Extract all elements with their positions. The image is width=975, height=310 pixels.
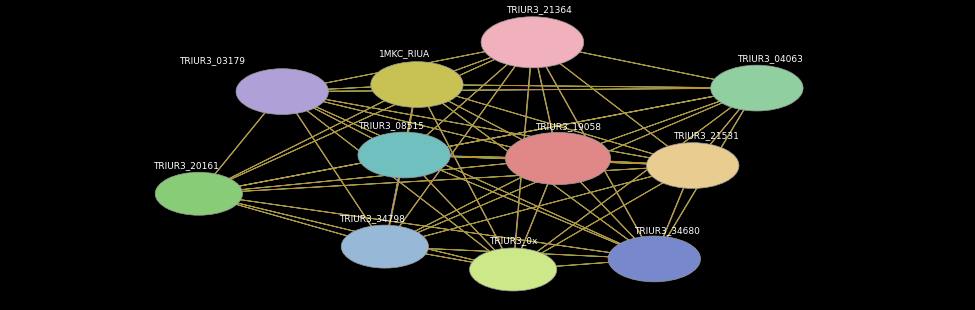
Ellipse shape	[608, 236, 700, 282]
Ellipse shape	[646, 143, 739, 188]
Text: 1MKC_RIUA: 1MKC_RIUA	[378, 49, 430, 58]
Text: TRIUR3_03179: TRIUR3_03179	[178, 56, 245, 65]
Text: TRIUR3_0x: TRIUR3_0x	[489, 237, 537, 246]
Text: TRIUR3_21364: TRIUR3_21364	[506, 5, 571, 14]
Text: TRIUR3_21531: TRIUR3_21531	[673, 131, 738, 140]
Ellipse shape	[155, 172, 243, 215]
Ellipse shape	[505, 132, 610, 184]
Ellipse shape	[358, 132, 450, 178]
Text: TRIUR3_34680: TRIUR3_34680	[634, 226, 700, 235]
Ellipse shape	[711, 65, 803, 111]
Text: TRIUR3_20161: TRIUR3_20161	[153, 161, 219, 170]
Ellipse shape	[470, 248, 557, 291]
Text: TRIUR3_08515: TRIUR3_08515	[358, 121, 424, 130]
Ellipse shape	[341, 225, 428, 268]
Text: TRIUR3_19058: TRIUR3_19058	[535, 122, 602, 131]
Ellipse shape	[370, 62, 463, 108]
Text: TRIUR3_04063: TRIUR3_04063	[737, 54, 802, 63]
Text: TRIUR3_34798: TRIUR3_34798	[339, 214, 405, 223]
Ellipse shape	[481, 17, 584, 68]
Ellipse shape	[236, 69, 329, 114]
